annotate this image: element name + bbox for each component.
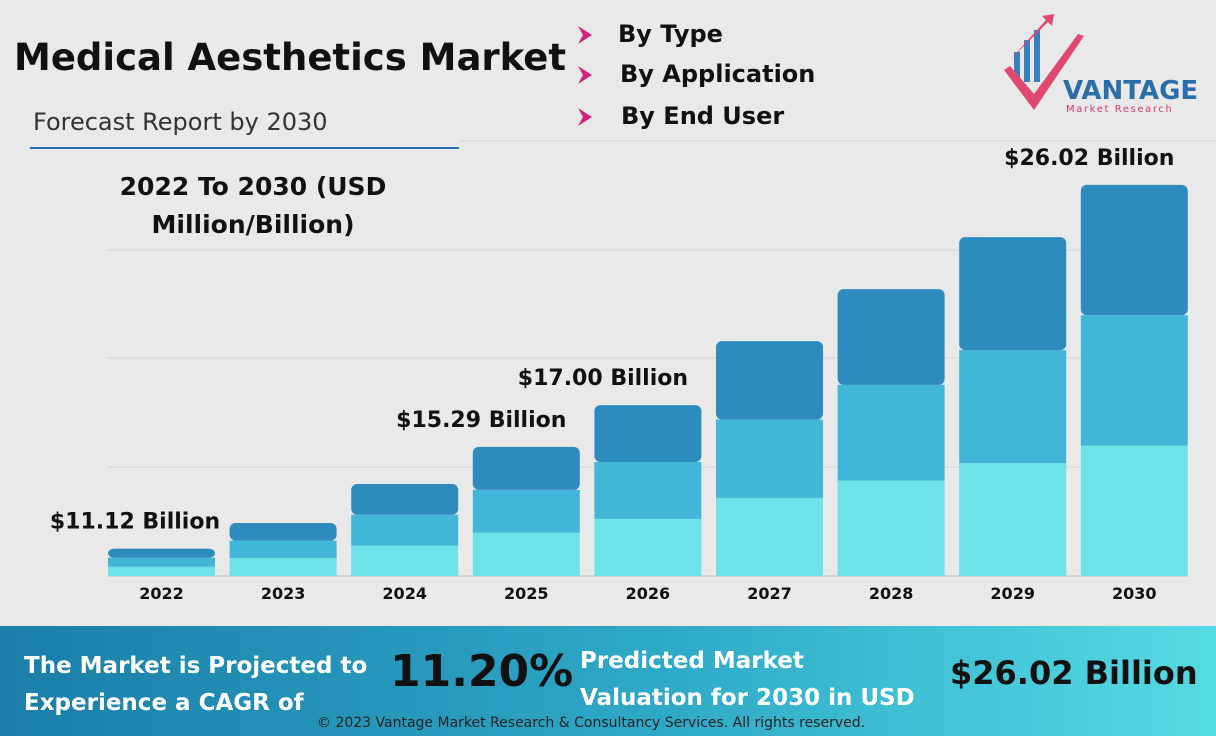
bar-segment <box>472 489 580 533</box>
bar-segment <box>837 289 945 385</box>
x-tick-label: 2029 <box>990 584 1035 603</box>
bar-segment <box>351 514 459 546</box>
menu-item[interactable]: By Application <box>620 60 816 88</box>
bar-segment <box>1080 445 1188 576</box>
bar-segment <box>837 480 945 576</box>
footer: The Market is Projected to Experience a … <box>0 626 1216 736</box>
bar-segment <box>229 540 337 559</box>
x-tick-label: 2027 <box>747 584 792 603</box>
bar-segment <box>959 237 1067 351</box>
bar-segment <box>108 557 215 567</box>
page-subtitle: Forecast Report by 2030 <box>33 108 328 136</box>
bar-segment <box>351 483 459 515</box>
logo-tagline: Market Research <box>1066 104 1174 115</box>
x-tick-label: 2022 <box>139 584 184 603</box>
bar-segment <box>959 463 1067 576</box>
bar-segment <box>959 350 1067 464</box>
bar-segment <box>1080 315 1188 446</box>
cagr-value: 11.20% <box>390 646 574 697</box>
bar-segment <box>594 405 702 462</box>
logo-name: VANTAGE <box>1063 76 1199 106</box>
value-label: $15.29 Billion <box>396 408 566 433</box>
valuation-value: $26.02 Billion <box>950 654 1198 692</box>
bar-segment <box>837 384 945 481</box>
bar-segment <box>716 497 823 576</box>
bar-segment <box>594 518 702 576</box>
value-label: $17.00 Billion <box>518 366 688 391</box>
logo-mark <box>1004 14 1084 110</box>
bar-segment <box>229 558 337 576</box>
copyright: © 2023 Vantage Market Research & Consult… <box>317 715 866 731</box>
bar-segment <box>108 548 215 558</box>
bar-segment <box>594 461 702 519</box>
cagr-text: The Market is Projected to Experience a … <box>24 653 368 716</box>
bar-segment <box>472 446 580 490</box>
x-tick-label: 2030 <box>1112 584 1157 603</box>
bar-segment <box>1080 184 1188 316</box>
x-tick-label: 2024 <box>382 584 427 603</box>
bar-segment <box>472 532 580 576</box>
bar-segment <box>716 341 823 420</box>
bar-segment <box>108 566 215 576</box>
bar-segment <box>229 523 337 541</box>
x-tick-label: 2026 <box>626 584 671 603</box>
bar-segment <box>716 419 823 498</box>
bar-segment <box>351 545 459 576</box>
page-title: Medical Aesthetics Market <box>14 36 567 79</box>
value-label: $11.12 Billion <box>50 510 220 535</box>
menu-item[interactable]: By End User <box>621 102 785 130</box>
menu-icons <box>578 26 592 126</box>
chart-title: 2022 To 2030 (USD Million/Billion) <box>119 172 387 239</box>
menu-item[interactable]: By Type <box>618 20 723 48</box>
value-label: $26.02 Billion <box>1004 146 1174 171</box>
valuation-text: Predicted Market Valuation for 2030 in U… <box>580 648 915 711</box>
x-tick-label: 2023 <box>261 584 306 603</box>
x-tick-label: 2025 <box>504 584 549 603</box>
x-tick-label: 2028 <box>869 584 914 603</box>
